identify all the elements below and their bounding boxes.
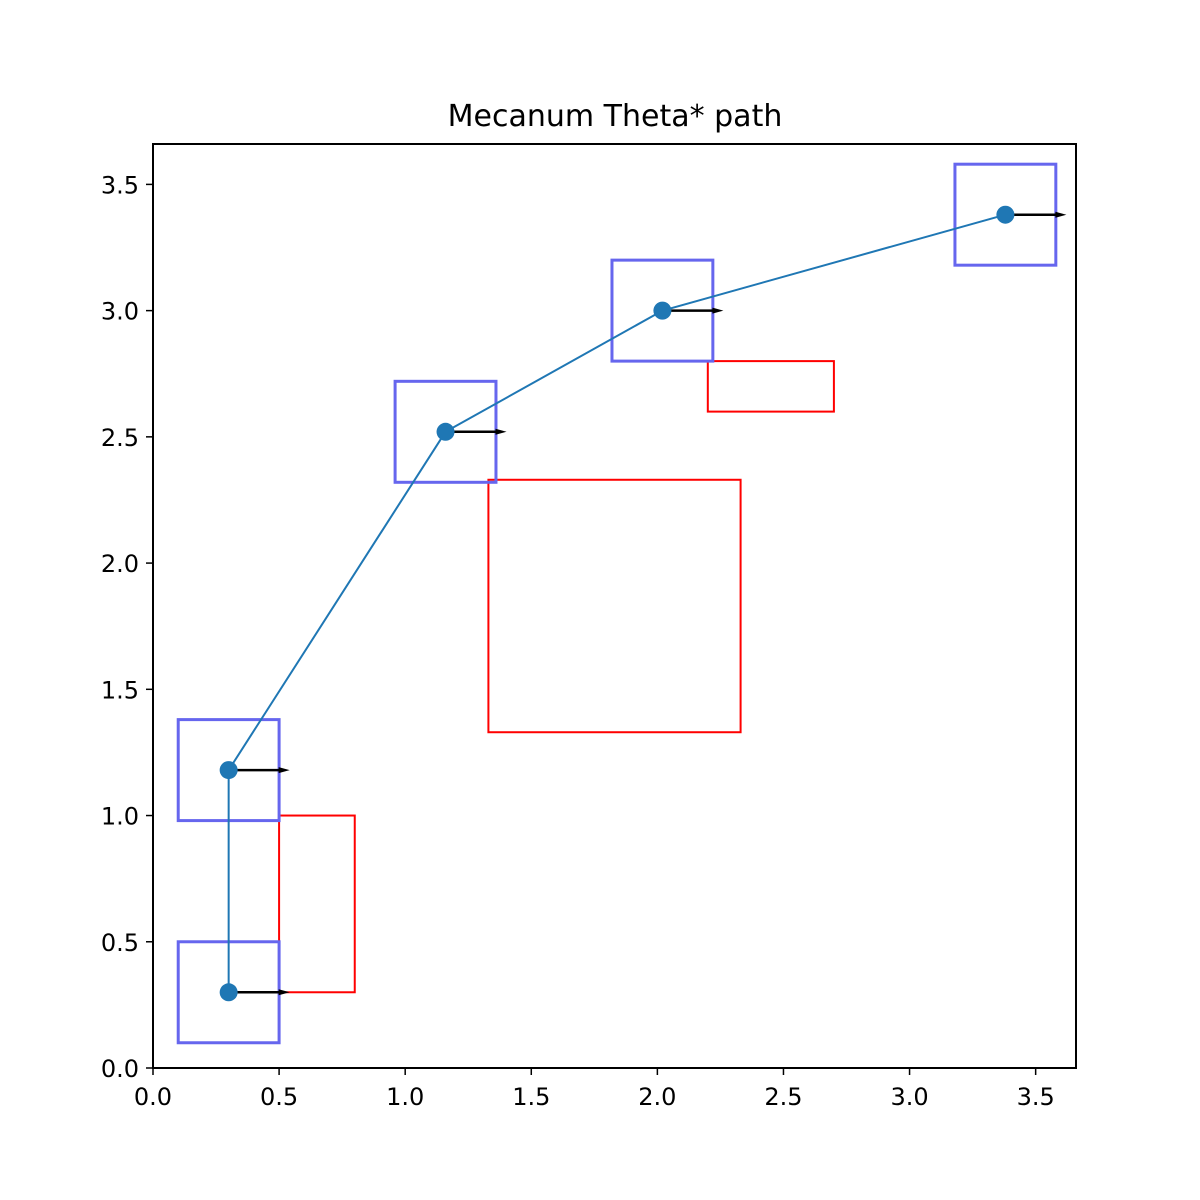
- y-tick-label: 3.5: [101, 171, 139, 199]
- x-tick-label: 0.0: [134, 1083, 172, 1111]
- y-tick-label: 0.0: [101, 1055, 139, 1083]
- plot-area: [176, 162, 1067, 1045]
- obstacle-rect-2: [487, 478, 742, 734]
- y-tick-label: 0.5: [101, 929, 139, 957]
- waypoint-marker-1: [219, 983, 238, 1002]
- x-tick-label: 3.0: [890, 1083, 928, 1111]
- axes-frame: [152, 143, 1077, 1069]
- obstacle-rect-3: [706, 360, 835, 413]
- waypoint-marker-4: [653, 301, 672, 320]
- waypoint-marker-5: [996, 205, 1015, 224]
- heading-arrow-4: [662, 307, 724, 314]
- y-tick-label: 1.0: [101, 803, 139, 831]
- heading-arrow-head: [278, 767, 290, 774]
- waypoint-marker-3: [436, 422, 455, 441]
- y-tick-label: 3.0: [101, 298, 139, 326]
- y-tick-label: 2.5: [101, 424, 139, 452]
- heading-arrow-3: [445, 428, 507, 435]
- y-tick-label: 1.5: [101, 676, 139, 704]
- obstacle-rect-1: [278, 814, 356, 994]
- chart-title: Mecanum Theta* path: [448, 99, 783, 134]
- heading-arrow-head: [1055, 211, 1067, 218]
- heading-arrow-head: [278, 989, 290, 996]
- path-line: [227, 213, 1006, 993]
- x-tick-label: 1.0: [386, 1083, 424, 1111]
- x-tick-label: 1.5: [512, 1083, 550, 1111]
- heading-arrow-1: [228, 989, 290, 996]
- x-tick-label: 2.5: [764, 1083, 802, 1111]
- x-tick-label: 3.5: [1017, 1083, 1055, 1111]
- axes: 0.0 0.5 1.0 1.5 2.0 2.5 3.0 3.5 0.0 0.5 1.0 1.5 2.0 2…: [101, 143, 1077, 1111]
- heading-arrow-5: [1005, 211, 1067, 218]
- x-tick-label: 2.0: [638, 1083, 676, 1111]
- heading-arrow-head: [495, 428, 507, 435]
- heading-arrow-head: [712, 307, 724, 314]
- heading-arrow-2: [228, 767, 290, 774]
- x-tick-label: 0.5: [260, 1083, 298, 1111]
- waypoint-marker-2: [219, 761, 238, 780]
- y-tick-label: 2.0: [101, 550, 139, 578]
